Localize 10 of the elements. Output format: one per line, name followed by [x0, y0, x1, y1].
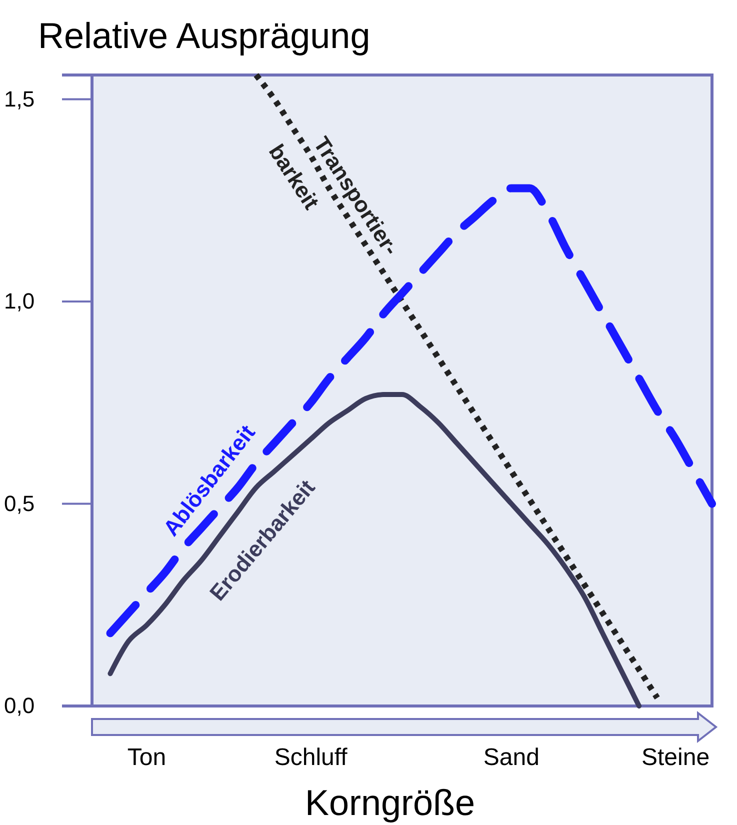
y-tick-label: 1,5 [4, 86, 35, 112]
x-tick-label: Sand [483, 744, 540, 772]
y-tick-label: 1,0 [4, 288, 35, 314]
x-axis-title: Korngröße [304, 782, 476, 823]
chart-title: Relative Ausprägung [38, 15, 370, 56]
y-tick-label: 0,5 [4, 490, 35, 516]
x-tick-label: Schluff [274, 744, 348, 772]
y-tick-label: 0,0 [4, 693, 35, 718]
x-tick-label: Ton [127, 744, 166, 772]
x-tick-label: Steine [642, 744, 710, 772]
